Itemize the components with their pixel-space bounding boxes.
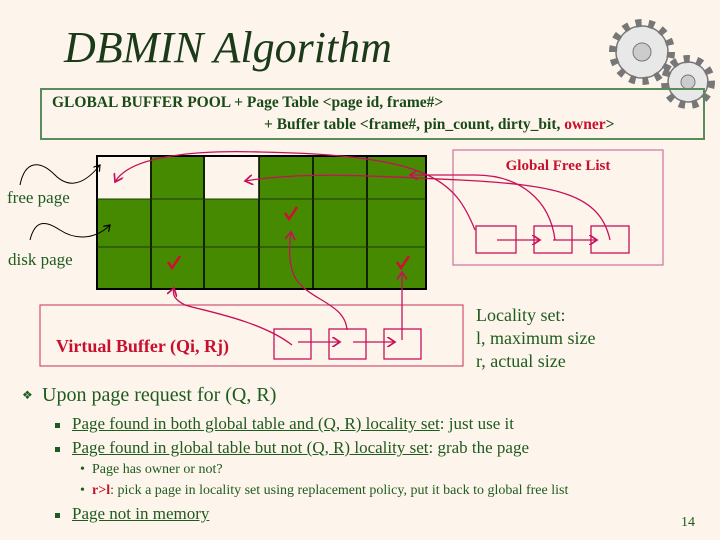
sub2-red: r>l	[92, 483, 111, 498]
free-frame	[205, 157, 259, 199]
case1-rest: : just use it	[439, 414, 514, 433]
case1-underlined: Page found in both global table and (Q, …	[72, 414, 440, 433]
gears-icon	[609, 19, 715, 109]
slide-title: DBMIN Algorithm	[64, 23, 392, 72]
case2-rest: : grab the page	[428, 438, 530, 457]
header-line2: + Buffer table <frame#, pin_count, dirty…	[264, 116, 614, 134]
case2-underlined: Page found in global table but not (Q, R…	[72, 438, 429, 457]
global-free-list-box	[452, 149, 664, 266]
bullet-main: Upon page request for (Q, R)	[22, 384, 712, 414]
bullet-sub2: r>l: pick a page in locality set using r…	[22, 483, 712, 504]
free-page-label: free page	[7, 188, 70, 207]
locality-line: r, actual size	[476, 351, 566, 371]
bullet-case3: Page not in memory	[22, 504, 712, 528]
header-line2-text: + Buffer table <frame#, pin_count, dirty…	[264, 116, 565, 133]
global-buffer-pool-box: GLOBAL BUFFER POOL + Page Table <page id…	[40, 88, 705, 140]
header-line2-end: >	[605, 116, 615, 133]
buffer-grid	[96, 155, 427, 290]
sub2-rest: : pick a page in locality set using repl…	[110, 483, 569, 498]
virtual-buffer-box	[39, 304, 464, 367]
global-free-list-title: Global Free List	[505, 158, 611, 174]
case3-underlined: Page not in memory	[72, 504, 210, 523]
bullet-list: Upon page request for (Q, R) Page found …	[22, 384, 712, 528]
disk-page-label: disk page	[8, 250, 73, 269]
bullet-case1: Page found in both global table and (Q, …	[22, 414, 712, 438]
locality-set-note: Locality set: l, maximum size r, actual …	[476, 304, 595, 373]
check-icons	[166, 206, 411, 271]
header-line1: GLOBAL BUFFER POOL + Page Table <page id…	[52, 94, 444, 111]
free-frame	[98, 157, 150, 199]
page-number: 14	[681, 515, 695, 530]
locality-line: l, maximum size	[476, 328, 596, 348]
free-list-nodes	[115, 150, 630, 254]
bullet-case2: Page found in global table but not (Q, R…	[22, 438, 712, 462]
virtual-buffer-nodes	[173, 232, 422, 360]
buffer-diagram	[19, 149, 664, 367]
owner-text: owner	[564, 116, 606, 133]
virtual-buffer-label: Virtual Buffer (Qi, Rj)	[56, 336, 229, 356]
locality-line: Locality set:	[476, 305, 566, 325]
bullet-sub1: Page has owner or not?	[22, 462, 712, 483]
